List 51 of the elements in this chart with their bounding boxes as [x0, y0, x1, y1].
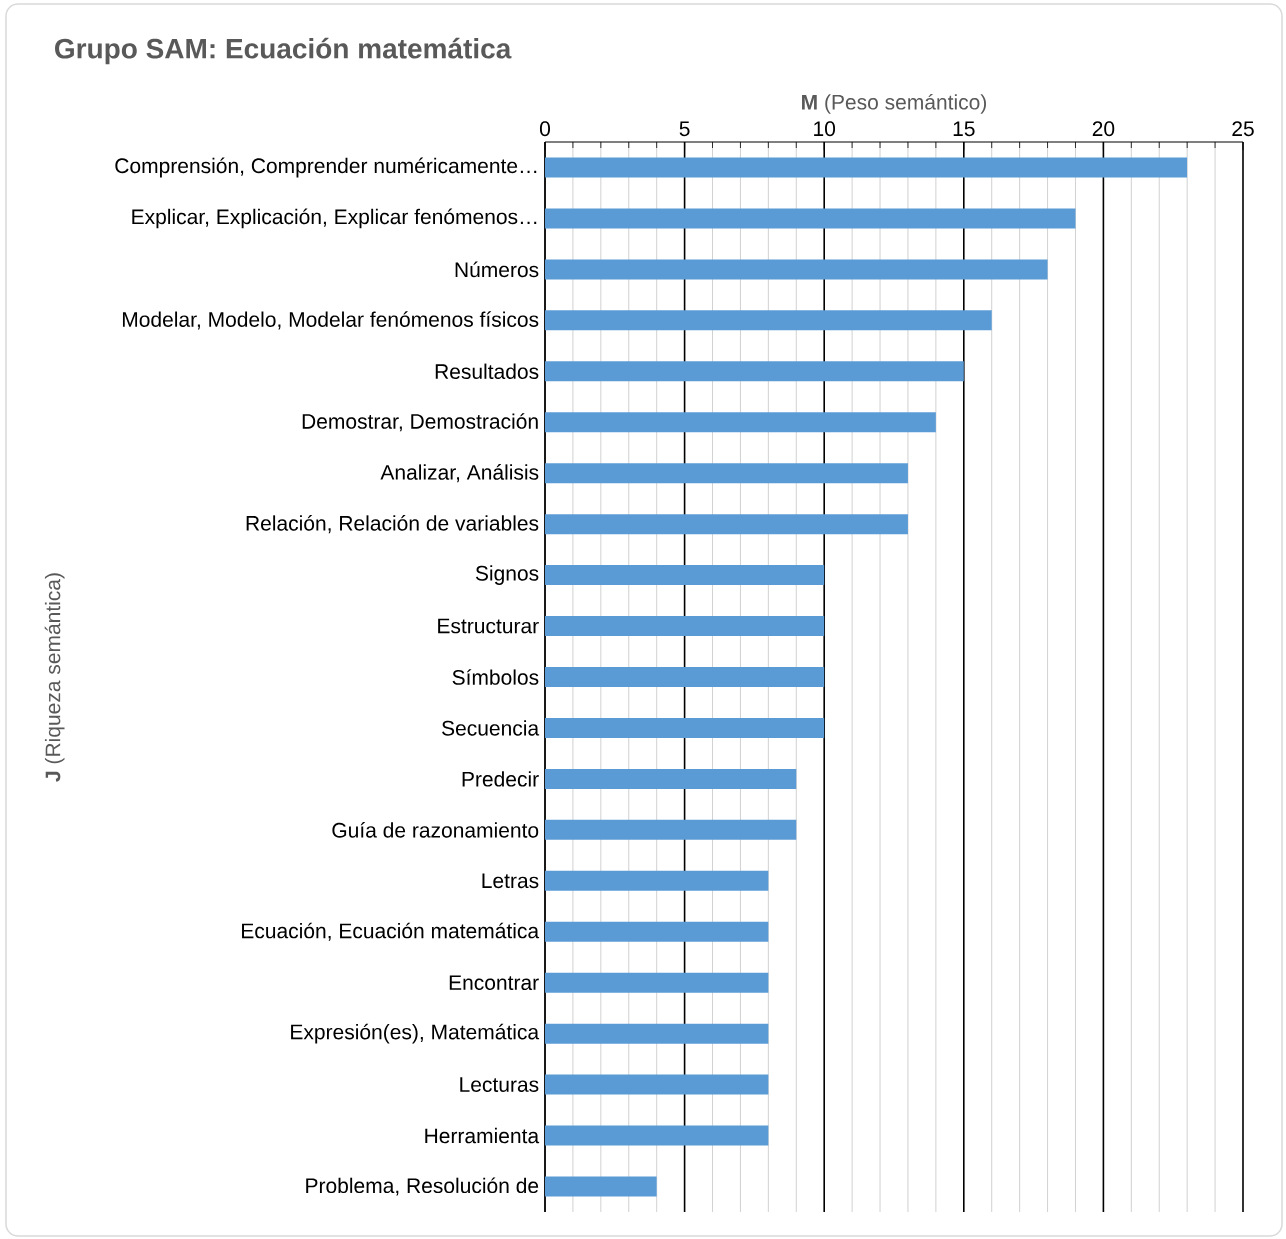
bar — [545, 1074, 769, 1095]
bar — [545, 768, 797, 789]
bar — [545, 208, 1076, 229]
x-tick-label: 20 — [1092, 121, 1115, 137]
x-tick-label: 25 — [1232, 121, 1254, 137]
y-tick-label: Signos — [475, 565, 539, 585]
y-tick-label: Letras — [482, 873, 539, 889]
bar — [545, 870, 769, 891]
y-tick-label: Números — [455, 261, 539, 278]
x-axis-title: M (Peso semántico) — [802, 93, 987, 114]
y-tick-label: Modelar, Modelo, Modelar fenómenos físicos — [122, 311, 539, 330]
y-tick-label: Ecuación, Ecuación matemática — [242, 922, 540, 941]
bar — [545, 819, 797, 840]
bar — [545, 463, 908, 484]
bar — [545, 616, 825, 637]
x-tick-label: 15 — [953, 121, 975, 137]
y-tick-label: Símbolos — [452, 669, 539, 685]
bar — [545, 667, 825, 687]
y-tick-label: Resultados — [435, 363, 539, 379]
bar — [545, 514, 908, 535]
bar — [545, 565, 825, 586]
y-tick-label: Explicar, Explicación, Explicar fenómenos… — [132, 208, 537, 229]
y-tick-label: Predecir — [462, 771, 539, 787]
y-tick-label: Comprensión, Comprender numéricamente… — [115, 157, 537, 178]
bar — [545, 972, 769, 993]
bar — [545, 921, 769, 942]
bar — [545, 259, 1048, 280]
bar — [545, 412, 936, 433]
y-tick-label: Encontrar — [449, 975, 539, 991]
x-tick-label: 10 — [814, 121, 836, 137]
bar — [545, 361, 964, 382]
x-tick-label: 0 — [539, 121, 551, 137]
y-tick-label: Expresión(es), Matemática — [291, 1023, 540, 1044]
y-tick-label: Demostrar, Demostración — [302, 413, 538, 432]
y-tick-label: Secuencia — [442, 720, 540, 736]
y-tick-label: Lecturas — [460, 1077, 539, 1092]
y-tick-label: Herramienta — [425, 1127, 540, 1144]
text: Grupo SAM: Ecuación matemática — [55, 37, 512, 65]
y-tick-label: Relación, Relación de variables — [246, 515, 539, 534]
bar — [545, 1023, 769, 1044]
bar — [545, 310, 992, 331]
bar — [545, 1125, 769, 1146]
y-axis-title: J (Riqueza semántica) — [44, 573, 65, 782]
x-tick-label: 5 — [679, 121, 690, 137]
y-tick-label: Estructurar — [438, 618, 539, 634]
y-tick-label: Problema, Resolución de — [306, 1177, 539, 1196]
bar — [545, 157, 1188, 178]
y-tick-label: Analizar, Análisis — [380, 464, 539, 483]
y-tick-label: Guía de razonamiento — [332, 822, 539, 838]
bar — [545, 1176, 657, 1197]
bar — [545, 717, 825, 738]
